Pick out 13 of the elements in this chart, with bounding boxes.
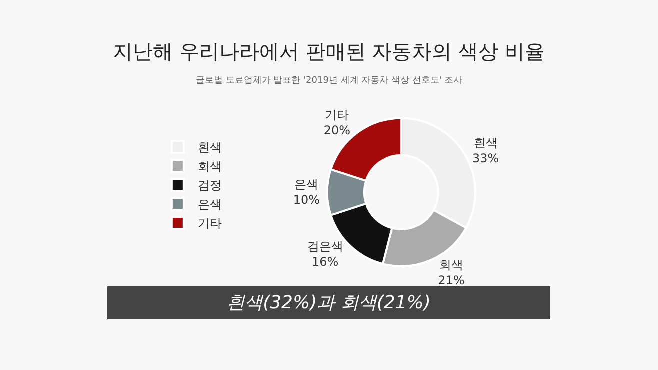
legend-label: 흰색 bbox=[198, 140, 222, 155]
text: 흰색(32%)과 회색(21%) bbox=[227, 292, 431, 314]
data-label: 기타 20% bbox=[324, 108, 350, 138]
data-label: 검은색 16% bbox=[307, 239, 344, 270]
chart-title: 지난해 우리나라에서 판매된 자동차의 색상 비율 bbox=[113, 39, 545, 64]
legend-label: 회색 bbox=[198, 160, 222, 174]
legend-label: 은색 bbox=[198, 198, 222, 212]
data-label: 흰색 33% bbox=[472, 136, 500, 166]
legend-label: 기타 bbox=[198, 216, 222, 231]
chart-subtitle: 글로벌 도료업체가 발표한 '2019년 세계 자동차 색상 선호도' 조사 bbox=[196, 76, 463, 86]
data-label: 회색 21% bbox=[438, 258, 465, 288]
data-label: 은색 10% bbox=[293, 178, 320, 208]
legend-label: 검정 bbox=[198, 178, 222, 193]
